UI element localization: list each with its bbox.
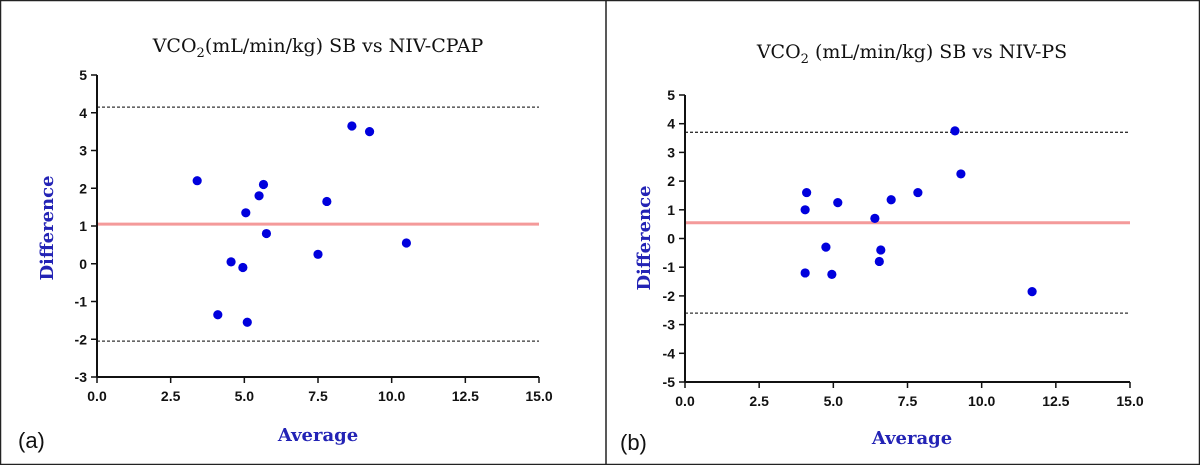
data-point bbox=[956, 169, 966, 179]
data-point bbox=[242, 317, 252, 327]
data-point bbox=[802, 187, 812, 198]
y-tick-label: 0 bbox=[667, 231, 675, 247]
x-tick-label: 12.5 bbox=[1042, 393, 1069, 409]
y-tick-label: 1 bbox=[79, 218, 87, 234]
x-tick-label: 7.5 bbox=[308, 388, 328, 404]
panel-label: (b) bbox=[620, 430, 647, 455]
y-axis-label: Difference bbox=[37, 175, 58, 280]
x-axis-label: Average bbox=[871, 428, 952, 449]
data-point bbox=[401, 238, 411, 248]
data-point bbox=[870, 213, 880, 224]
data-point bbox=[313, 249, 323, 259]
data-point bbox=[192, 176, 202, 186]
y-tick-label: -4 bbox=[663, 345, 676, 361]
x-tick-label: 2.5 bbox=[161, 388, 181, 404]
data-point bbox=[833, 198, 843, 208]
y-tick-label: 5 bbox=[667, 87, 675, 103]
data-point bbox=[258, 179, 269, 190]
data-point bbox=[800, 268, 810, 278]
data-point bbox=[364, 127, 375, 137]
y-tick-label: 4 bbox=[667, 116, 675, 132]
data-point bbox=[347, 121, 357, 131]
data-point bbox=[213, 310, 223, 320]
data-point bbox=[950, 126, 960, 136]
chart-title: VCO2(mL/min/kg) SB vs NIV-CPAP bbox=[152, 35, 484, 61]
data-point bbox=[261, 228, 272, 239]
x-tick-label: 15.0 bbox=[525, 388, 552, 404]
data-point bbox=[322, 196, 332, 207]
data-point bbox=[886, 195, 896, 205]
y-tick-label: -1 bbox=[663, 259, 676, 275]
data-point bbox=[241, 208, 251, 218]
panel-label: (a) bbox=[18, 428, 45, 453]
x-tick-label: 0.0 bbox=[87, 388, 107, 404]
y-tick-label: -1 bbox=[75, 294, 88, 310]
data-point bbox=[238, 262, 248, 273]
y-tick-label: -2 bbox=[75, 331, 88, 347]
y-tick-label: 4 bbox=[79, 105, 87, 121]
x-tick-label: 7.5 bbox=[898, 393, 918, 409]
chart-title: VCO2 (mL/min/kg) SB vs NIV-PS bbox=[756, 41, 1067, 67]
data-point bbox=[876, 245, 886, 255]
data-point bbox=[827, 269, 837, 279]
y-tick-label: 1 bbox=[667, 202, 675, 218]
y-tick-label: -5 bbox=[663, 374, 676, 390]
y-tick-label: 3 bbox=[79, 143, 87, 159]
y-tick-label: -3 bbox=[663, 317, 676, 333]
data-point bbox=[800, 205, 810, 215]
x-tick-label: 0.0 bbox=[675, 393, 695, 409]
y-axis-label: Difference bbox=[634, 185, 655, 290]
data-point bbox=[913, 187, 923, 198]
y-tick-label: 2 bbox=[667, 173, 675, 189]
x-axis-label: Average bbox=[277, 425, 358, 446]
x-tick-label: 10.0 bbox=[968, 393, 995, 409]
chart-panel-a: VCO2(mL/min/kg) SB vs NIV-CPAP Average D… bbox=[18, 35, 553, 453]
data-point bbox=[1027, 286, 1037, 297]
y-tick-label: 3 bbox=[667, 144, 675, 160]
y-tick-label: 0 bbox=[79, 256, 87, 272]
y-tick-label: -3 bbox=[75, 369, 88, 385]
data-point bbox=[226, 257, 236, 267]
y-tick-label: -2 bbox=[663, 288, 676, 304]
chart-panel-b: VCO2 (mL/min/kg) SB vs NIV-PS Average Di… bbox=[620, 41, 1144, 455]
data-point bbox=[254, 191, 264, 201]
x-tick-label: 10.0 bbox=[378, 388, 405, 404]
x-tick-label: 5.0 bbox=[824, 393, 844, 409]
x-tick-label: 2.5 bbox=[749, 393, 769, 409]
x-tick-label: 15.0 bbox=[1116, 393, 1143, 409]
data-point bbox=[821, 242, 831, 252]
x-tick-label: 12.5 bbox=[452, 388, 479, 404]
y-tick-label: 5 bbox=[79, 67, 87, 83]
data-point bbox=[874, 256, 884, 267]
x-tick-label: 5.0 bbox=[235, 388, 255, 404]
y-tick-label: 2 bbox=[79, 180, 87, 196]
